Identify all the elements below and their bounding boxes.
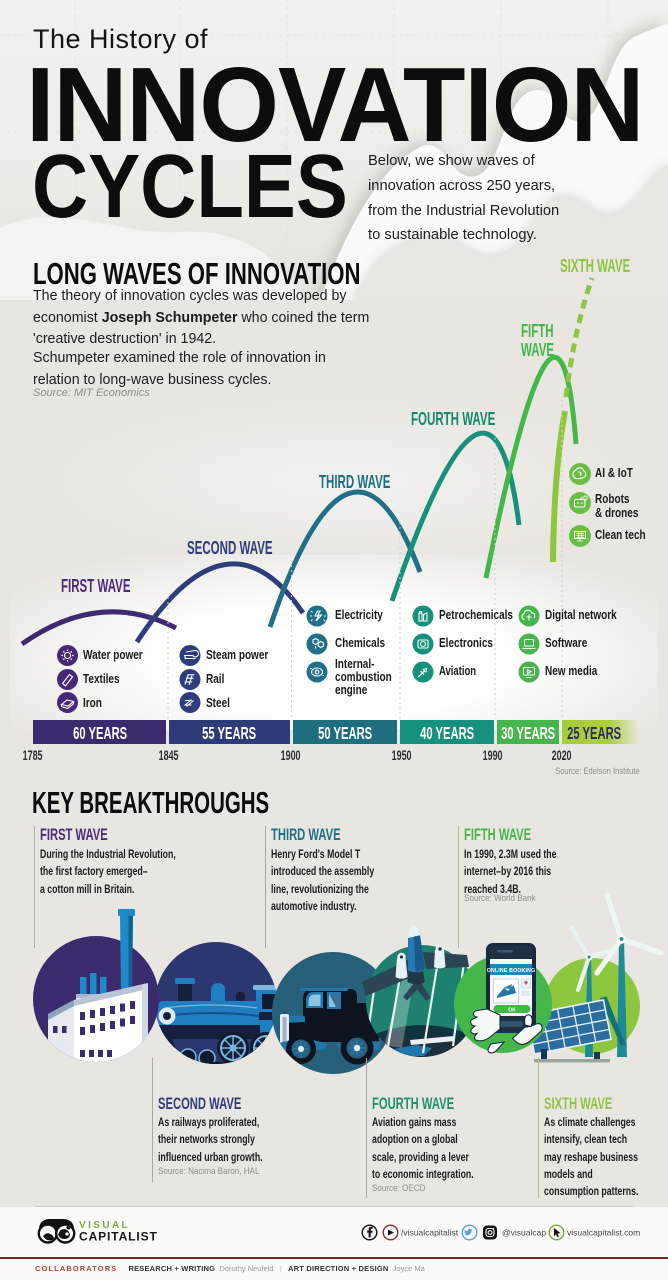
svg-text:CAPITALIST: CAPITALIST [79, 1230, 158, 1244]
svg-text:visualcapitalist.com: visualcapitalist.com [567, 1228, 640, 1238]
svg-text:VISUAL: VISUAL [79, 1220, 130, 1231]
svg-text:/visualcapitalist: /visualcapitalist [401, 1228, 459, 1238]
svg-text:ONLINE BOOKING: ONLINE BOOKING [487, 968, 536, 974]
svg-text:@visualcap: @visualcap [502, 1228, 546, 1238]
svg-text:OK: OK [508, 1007, 516, 1013]
